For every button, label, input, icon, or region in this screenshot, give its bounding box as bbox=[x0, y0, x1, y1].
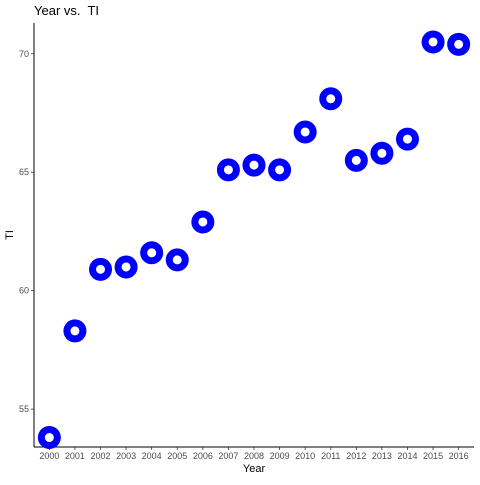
x-tick-label: 2010 bbox=[295, 451, 315, 461]
x-tick-label: 2014 bbox=[397, 451, 417, 461]
data-point bbox=[319, 87, 343, 111]
x-tick-label: 2003 bbox=[116, 451, 136, 461]
x-tick-label: 2012 bbox=[346, 451, 366, 461]
x-tick-label: 2011 bbox=[321, 451, 340, 461]
axes bbox=[33, 23, 474, 448]
data-point bbox=[191, 210, 215, 234]
y-tick-label: 70 bbox=[19, 49, 29, 59]
x-tick-label: 2013 bbox=[372, 451, 392, 461]
data-point bbox=[447, 32, 471, 56]
data-point bbox=[268, 158, 292, 182]
x-tick-label: 2001 bbox=[65, 451, 85, 461]
x-tick-label: 2008 bbox=[244, 451, 264, 461]
data-point bbox=[89, 257, 113, 281]
x-tick-label: 2007 bbox=[218, 451, 238, 461]
data-point bbox=[114, 255, 138, 279]
x-tick-label: 2002 bbox=[90, 451, 110, 461]
data-point bbox=[344, 148, 368, 172]
data-point bbox=[293, 120, 317, 144]
y-tick-label: 60 bbox=[19, 286, 29, 296]
x-tick-label: 2000 bbox=[39, 451, 59, 461]
x-tick-label: 2016 bbox=[449, 451, 469, 461]
x-tick-label: 2006 bbox=[193, 451, 213, 461]
data-point bbox=[216, 158, 240, 182]
x-tick-label: 2015 bbox=[423, 451, 443, 461]
x-tick-label: 2009 bbox=[270, 451, 290, 461]
ticks: 2000 2001 2002 2003 2004 2005 2006 2007 2008 2009… bbox=[19, 49, 469, 461]
y-tick-label: 65 bbox=[19, 167, 29, 177]
data-point bbox=[63, 319, 87, 343]
x-tick-label: 2005 bbox=[167, 451, 187, 461]
chart-title: Year vs. TI bbox=[34, 3, 100, 18]
data-point bbox=[165, 248, 189, 272]
data-point bbox=[395, 127, 419, 151]
x-tick-label: 2004 bbox=[142, 451, 162, 461]
data-point bbox=[242, 153, 266, 177]
data-point bbox=[37, 426, 61, 450]
data-point bbox=[140, 241, 164, 265]
data-point bbox=[421, 30, 445, 54]
x-axis-title: Year bbox=[243, 463, 266, 475]
data-points bbox=[37, 30, 471, 450]
y-axis-title: TI bbox=[4, 230, 16, 240]
data-point bbox=[370, 141, 394, 165]
y-tick-label: 55 bbox=[19, 404, 29, 414]
